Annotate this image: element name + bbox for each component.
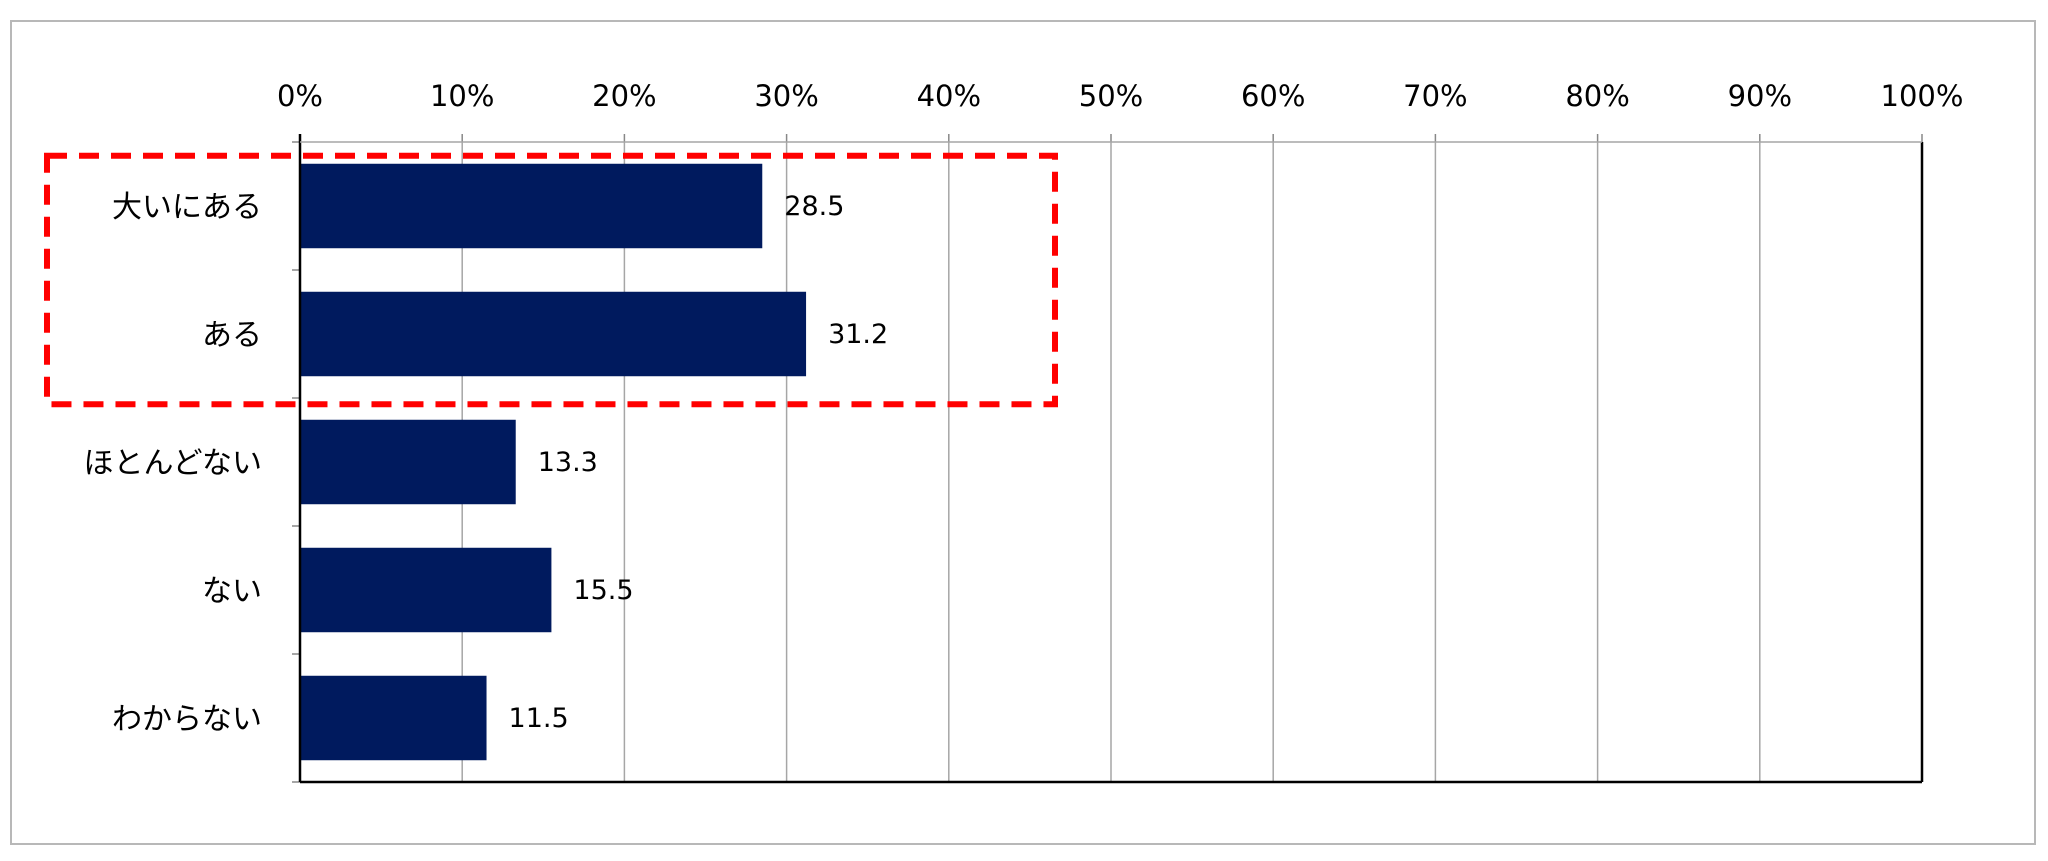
highlight-dashed-box — [44, 152, 1058, 408]
x-axis-ticks: 0% 10% 20% 30% 40% 50% 60% 70% 80% 90% 100% — [277, 79, 1963, 142]
data-label: 11.5 — [509, 703, 569, 734]
x-tick-label: 70% — [1403, 79, 1467, 113]
bar — [300, 675, 487, 761]
gridlines — [461, 142, 1761, 782]
data-label: 13.3 — [538, 447, 598, 478]
data-label: 15.5 — [573, 575, 633, 606]
highlight-box — [44, 152, 1058, 408]
data-label: 31.2 — [828, 319, 888, 350]
bar — [300, 163, 763, 249]
x-tick-label: 10% — [430, 79, 494, 113]
x-tick-label: 100% — [1881, 79, 1964, 113]
category-label: 大いにある — [112, 190, 262, 225]
x-tick-label: 60% — [1241, 79, 1305, 113]
data-labels: 28.5 31.2 13.3 15.5 11.5 — [509, 191, 889, 734]
category-label: ほとんどない — [84, 446, 263, 481]
category-label: ある — [202, 318, 262, 353]
axes — [292, 134, 1924, 784]
x-tick-label: 0% — [277, 79, 323, 113]
bar — [300, 547, 552, 633]
x-tick-label: 20% — [592, 79, 656, 113]
category-label: ない — [202, 574, 262, 609]
x-tick-label: 40% — [917, 79, 981, 113]
bar — [300, 291, 807, 377]
x-tick-label: 30% — [754, 79, 818, 113]
data-label: 28.5 — [784, 191, 844, 222]
x-tick-label: 90% — [1728, 79, 1792, 113]
bar — [300, 419, 516, 505]
bars — [300, 163, 807, 761]
category-label: わからない — [112, 702, 262, 737]
x-tick-label: 50% — [1079, 79, 1143, 113]
x-tick-label: 80% — [1565, 79, 1629, 113]
